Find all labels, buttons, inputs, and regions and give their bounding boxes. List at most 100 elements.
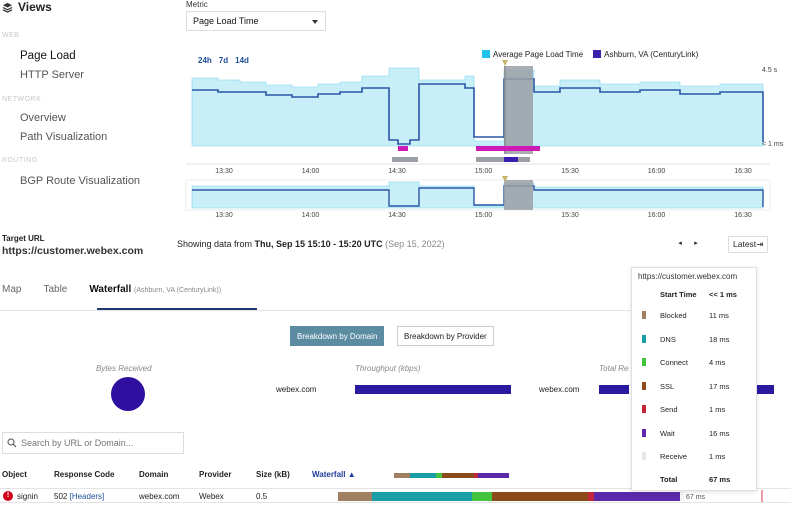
col-provider[interactable]: Provider [199, 470, 232, 479]
legend-swatch-average [482, 50, 490, 58]
legend-average[interactable]: Average Page Load Time [482, 50, 583, 59]
tab-table[interactable]: Table [43, 284, 68, 295]
bytes-received-label: Bytes Received [96, 364, 152, 373]
row-seg-connect [472, 492, 492, 501]
section-label-routing: ROUTING [2, 157, 38, 164]
event-marker[interactable] [504, 157, 518, 162]
next-icon[interactable]: ▸ [694, 240, 698, 247]
overview-marker-icon[interactable] [502, 176, 508, 182]
total-bar [599, 385, 629, 394]
layers-icon [2, 2, 13, 13]
showing-range: Thu, Sep 15 15:10 - 15:20 UTC [254, 239, 383, 249]
x-tick-label: 16:30 [734, 168, 752, 175]
waterfall-header-bar [394, 473, 509, 478]
event-marker[interactable] [476, 146, 540, 151]
latest-button[interactable]: Latest⇥ [728, 236, 769, 253]
row-response-code: 502 [Headers] [54, 492, 104, 501]
chart-legend: Average Page Load Time Ashburn, VA (Cent… [482, 50, 698, 59]
tooltip-phase-blocked: Blocked 11 ms [638, 309, 752, 323]
event-marker[interactable] [398, 146, 408, 151]
average-area [191, 67, 764, 147]
tab-map[interactable]: Map [2, 284, 22, 295]
nav-page-load[interactable]: Page Load [20, 50, 76, 62]
showing-data-text: Showing data from Thu, Sep 15 15:10 - 15… [177, 239, 445, 249]
total-bar-extra [756, 385, 774, 394]
phase-swatch [642, 405, 646, 413]
legend-label-ashburn: Ashburn, VA (CenturyLink) [604, 50, 699, 59]
active-tab-underline [97, 308, 257, 310]
showing-prefix: Showing data from [177, 239, 255, 249]
tooltip-phase-send: Send 1 ms [638, 403, 752, 417]
row-waterfall-bar[interactable]: 67 ms [338, 490, 763, 502]
pager: ◂ ▸ [673, 236, 703, 250]
row-domain: webex.com [139, 492, 180, 501]
col-waterfall[interactable]: Waterfall ▲ [312, 470, 356, 479]
phase-name: Wait [660, 428, 675, 438]
phase-name: Connect [660, 358, 688, 367]
legend-ashburn[interactable]: Ashburn, VA (CenturyLink) [593, 50, 698, 59]
y-bottom-label: < 1 ms [762, 141, 784, 148]
table-row[interactable] [0, 488, 791, 503]
phase-swatch [642, 428, 646, 437]
row-code-value: 502 [54, 492, 68, 501]
showing-sub: (Sep 15, 2022) [385, 239, 445, 249]
range-buttons: 24h 7d 14d [198, 56, 249, 65]
hdr-seg-dns [410, 473, 436, 478]
x-tick-label: 13:30 [215, 212, 233, 219]
nav-http-server[interactable]: HTTP Server [20, 69, 84, 81]
search-input[interactable] [21, 438, 171, 448]
breakdown-by-provider-button[interactable]: Breakdown by Provider [397, 326, 494, 346]
page-load-chart[interactable]: 4.5 s < 1 ms 13:30 14:00 14:30 15:00 15:30 16… [0, 0, 791, 230]
prev-icon[interactable]: ◂ [678, 240, 682, 247]
tooltip-total-row: Total 67 ms [638, 473, 752, 487]
x-ticks-overview: 13:30 14:00 14:30 15:00 15:30 16:00 16:30 [215, 212, 752, 219]
range-7d-button[interactable]: 7d [218, 56, 229, 65]
tooltip-phase-ssl: SSL 17 ms [638, 380, 752, 394]
selection-window[interactable] [504, 66, 533, 154]
tab-waterfall-sub: (Ashburn, VA (CenturyLink)) [134, 287, 222, 294]
phase-name: Send [660, 405, 678, 414]
row-seg-blocked [338, 492, 372, 501]
headers-link[interactable]: [Headers] [69, 492, 105, 501]
breakdown-by-domain-button[interactable]: Breakdown by Domain [290, 326, 385, 346]
throughput-domain: webex.com [276, 385, 317, 394]
tooltip-total-value: 67 ms [709, 475, 731, 484]
phase-name: Blocked [660, 311, 687, 320]
metric-value: Page Load Time [193, 16, 259, 26]
legend-swatch-ashburn [593, 50, 602, 58]
phase-value: 16 ms [709, 428, 730, 438]
range-14d-button[interactable]: 14d [235, 56, 249, 65]
col-object[interactable]: Object [2, 470, 27, 479]
nav-overview[interactable]: Overview [20, 112, 66, 124]
total-received-label: Total Re [599, 364, 629, 373]
nav-bgp-route-visualization[interactable]: BGP Route Visualization [20, 175, 141, 187]
phase-swatch [642, 358, 646, 366]
x-tick-label: 16:00 [648, 212, 666, 219]
tab-waterfall[interactable]: Waterfall (Ashburn, VA (CenturyLink)) [89, 284, 221, 295]
col-size[interactable]: Size (kB) [256, 470, 290, 479]
tooltip-total-label: Total [660, 475, 678, 484]
phase-value: 1 ms [709, 405, 726, 414]
col-domain[interactable]: Domain [139, 470, 169, 479]
tooltip-phase-receive: Receive 1 ms [638, 450, 752, 464]
range-24h-button[interactable]: 24h [198, 56, 212, 65]
nav-path-visualization[interactable]: Path Visualization [20, 131, 108, 143]
search-box[interactable] [2, 432, 184, 454]
phase-value: 18 ms [709, 334, 730, 344]
phase-name: Receive [660, 452, 688, 461]
phase-name: SSL [660, 381, 675, 391]
event-marker[interactable] [392, 157, 418, 162]
x-tick-label: 15:00 [475, 212, 493, 219]
metric-select[interactable]: Page Load Time [186, 11, 326, 31]
event-marker[interactable] [476, 157, 530, 162]
row-seg-dns [372, 492, 472, 501]
chevron-down-icon [312, 20, 318, 24]
section-label-web: WEB [2, 32, 20, 39]
overview-area [191, 181, 764, 209]
col-response-code[interactable]: Response Code [54, 470, 115, 479]
x-tick-label: 14:30 [388, 168, 406, 175]
selection-marker-icon[interactable] [502, 60, 508, 66]
legend-label-average: Average Page Load Time [493, 50, 584, 59]
tooltip-title: https://customer.webex.com [638, 272, 738, 281]
overview-selection[interactable] [504, 180, 533, 210]
